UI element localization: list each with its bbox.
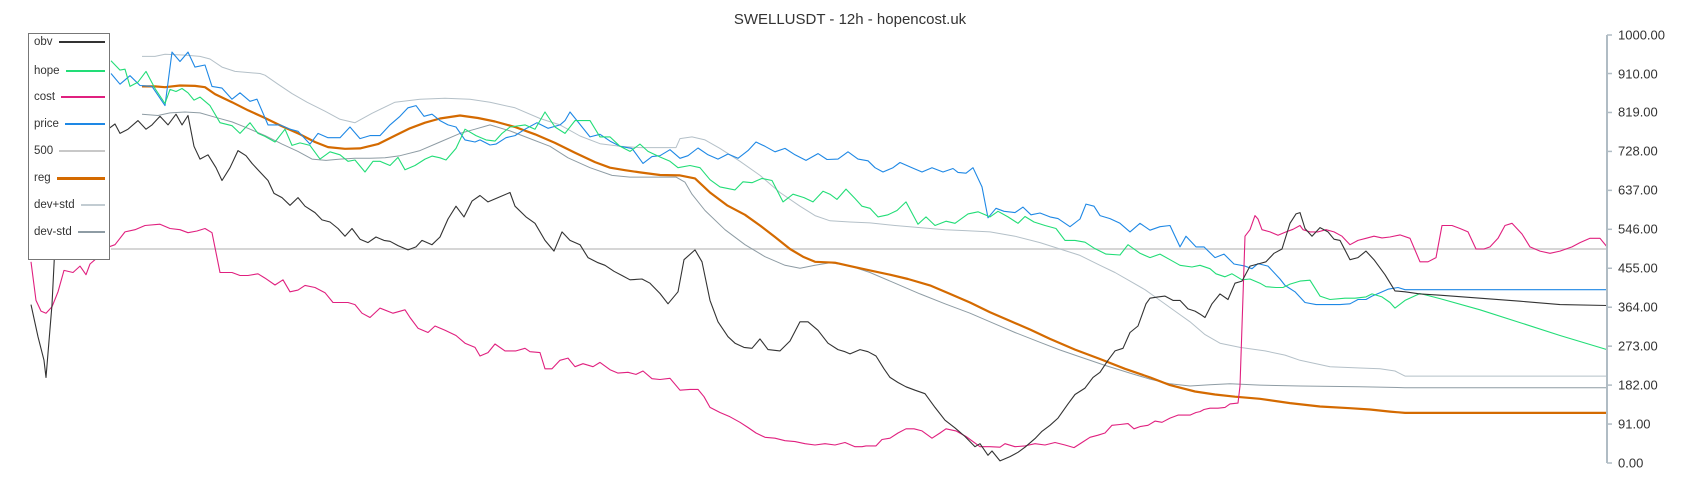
series-layer (30, 51, 1608, 462)
series-line-price (110, 51, 1607, 306)
y-tick-label: 0.00 (1618, 455, 1644, 471)
y-tick-label: 182.00 (1618, 377, 1658, 393)
legend-item-reg: reg (34, 170, 105, 186)
legend-item-cost: cost (34, 89, 105, 105)
y-tick-label: 819.00 (1618, 104, 1658, 120)
legend-swatch (77, 231, 105, 233)
legend-swatch (65, 70, 105, 72)
y-tick-label: 91.00 (1618, 416, 1651, 432)
series-line-dev-std (141, 111, 1607, 389)
legend-swatch (64, 123, 105, 125)
legend-label: cost (34, 91, 56, 103)
y-tick-label: 364.00 (1618, 299, 1658, 315)
y-tick-label: 910.00 (1618, 66, 1658, 82)
series-line-obv (30, 113, 1608, 462)
y-tick-label: 637.00 (1618, 182, 1658, 198)
series-line-reg (142, 84, 1607, 414)
y-tick-label: 1000.00 (1618, 27, 1665, 43)
y-tick-label: 728.00 (1618, 143, 1658, 159)
legend-item-hope: hope (34, 63, 105, 79)
series-line-cost (30, 215, 1608, 449)
legend-swatch (61, 96, 105, 98)
y-axis (1606, 34, 1612, 464)
y-tick-label: 273.00 (1618, 338, 1658, 354)
legend-label: price (34, 118, 59, 130)
legend-label: obv (34, 36, 53, 48)
series-line-hope (110, 60, 1608, 351)
legend: obv hope cost price 500 reg dev+std dev-std (28, 33, 110, 260)
legend-label: reg (34, 172, 51, 184)
legend-label: hope (34, 65, 60, 77)
legend-item-dev-std: dev-std (34, 224, 105, 240)
legend-swatch (59, 150, 105, 152)
legend-swatch (80, 204, 105, 206)
y-tick-label: 455.00 (1618, 260, 1658, 276)
series-line-dev-std (142, 53, 1607, 377)
legend-label: 500 (34, 145, 54, 157)
legend-item-obv: obv (34, 34, 105, 50)
legend-label: dev+std (34, 199, 75, 211)
legend-label: dev-std (34, 226, 72, 238)
y-tick-label: 546.00 (1618, 221, 1658, 237)
legend-item-price: price (34, 116, 105, 132)
legend-swatch (58, 41, 105, 43)
legend-item-500: 500 (34, 143, 105, 159)
legend-item-dev-std: dev+std (34, 197, 105, 213)
chart-title: SWELLUSDT - 12h - hopencost.uk (733, 11, 967, 28)
legend-swatch (56, 176, 105, 180)
